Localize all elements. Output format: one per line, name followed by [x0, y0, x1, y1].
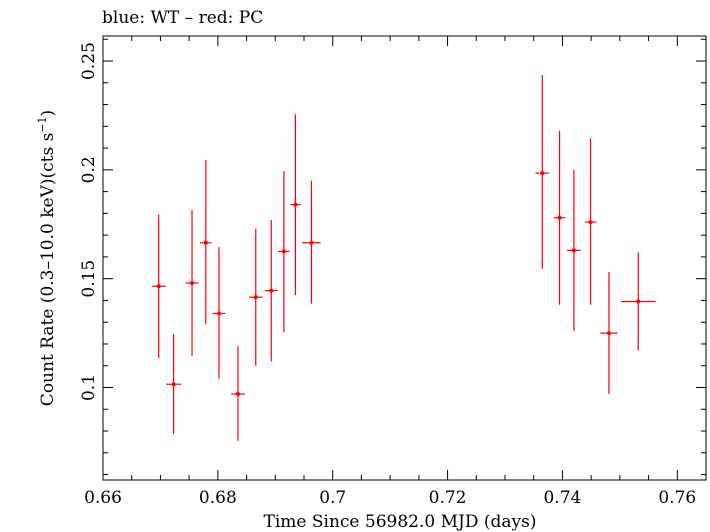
y-axis-label-sup: −1 — [36, 116, 49, 132]
data-layer — [151, 75, 656, 441]
data-marker — [190, 281, 195, 286]
x-tick-label: 0.7 — [319, 488, 346, 508]
data-point — [151, 214, 166, 359]
data-point — [302, 180, 321, 304]
x-tick-label: 0.66 — [84, 488, 122, 508]
data-point — [600, 272, 618, 395]
data-marker — [171, 382, 176, 387]
data-point — [567, 169, 581, 331]
y-tick-label: 0.25 — [79, 42, 99, 80]
data-point — [621, 252, 656, 351]
data-marker — [571, 248, 576, 253]
data-marker — [636, 299, 641, 304]
y-tick-label: 0.1 — [79, 374, 99, 401]
x-tick-label: 0.68 — [199, 488, 237, 508]
data-marker — [217, 311, 222, 316]
data-marker — [269, 288, 274, 293]
data-marker — [281, 249, 286, 254]
y-tick-label: 0.2 — [79, 156, 99, 183]
chart-title: blue: WT – red: PC — [102, 8, 263, 28]
data-marker — [293, 202, 298, 207]
plot-frame — [102, 35, 707, 481]
y-axis-label: Count Rate (0.3–10.0 keV)(cts s−1) — [36, 110, 58, 406]
data-point — [166, 334, 182, 435]
data-point — [535, 75, 550, 269]
data-marker — [588, 220, 593, 225]
data-point — [278, 170, 290, 332]
data-marker — [309, 240, 314, 245]
x-axis-label: Time Since 56982.0 MJD (days) — [264, 512, 537, 532]
x-tick-label: 0.76 — [658, 488, 696, 508]
data-marker — [156, 284, 161, 289]
y-axis: 0.1 0.15 0.2 0.25 — [79, 38, 706, 476]
y-tick-label: 0.15 — [79, 260, 99, 298]
data-marker — [557, 215, 562, 220]
x-tick-label: 0.72 — [429, 488, 467, 508]
data-marker — [253, 295, 258, 300]
x-tick-label: 0.74 — [543, 488, 581, 508]
data-point — [553, 130, 566, 305]
data-point — [231, 346, 245, 441]
data-marker — [235, 392, 240, 397]
y-axis-label-end: ) — [38, 110, 58, 117]
data-marker — [540, 171, 545, 176]
data-marker — [606, 331, 611, 336]
y-axis-label-main: Count Rate (0.3–10.0 keV)(cts s — [38, 133, 58, 407]
data-point — [248, 228, 263, 366]
data-point — [185, 210, 199, 356]
data-point — [212, 247, 226, 379]
data-point — [584, 138, 597, 305]
data-marker — [203, 240, 208, 245]
data-point — [264, 219, 278, 362]
data-point — [290, 114, 301, 295]
x-axis: 0.66 0.68 0.7 0.72 0.74 0.76 — [84, 36, 707, 508]
data-point — [200, 160, 212, 325]
